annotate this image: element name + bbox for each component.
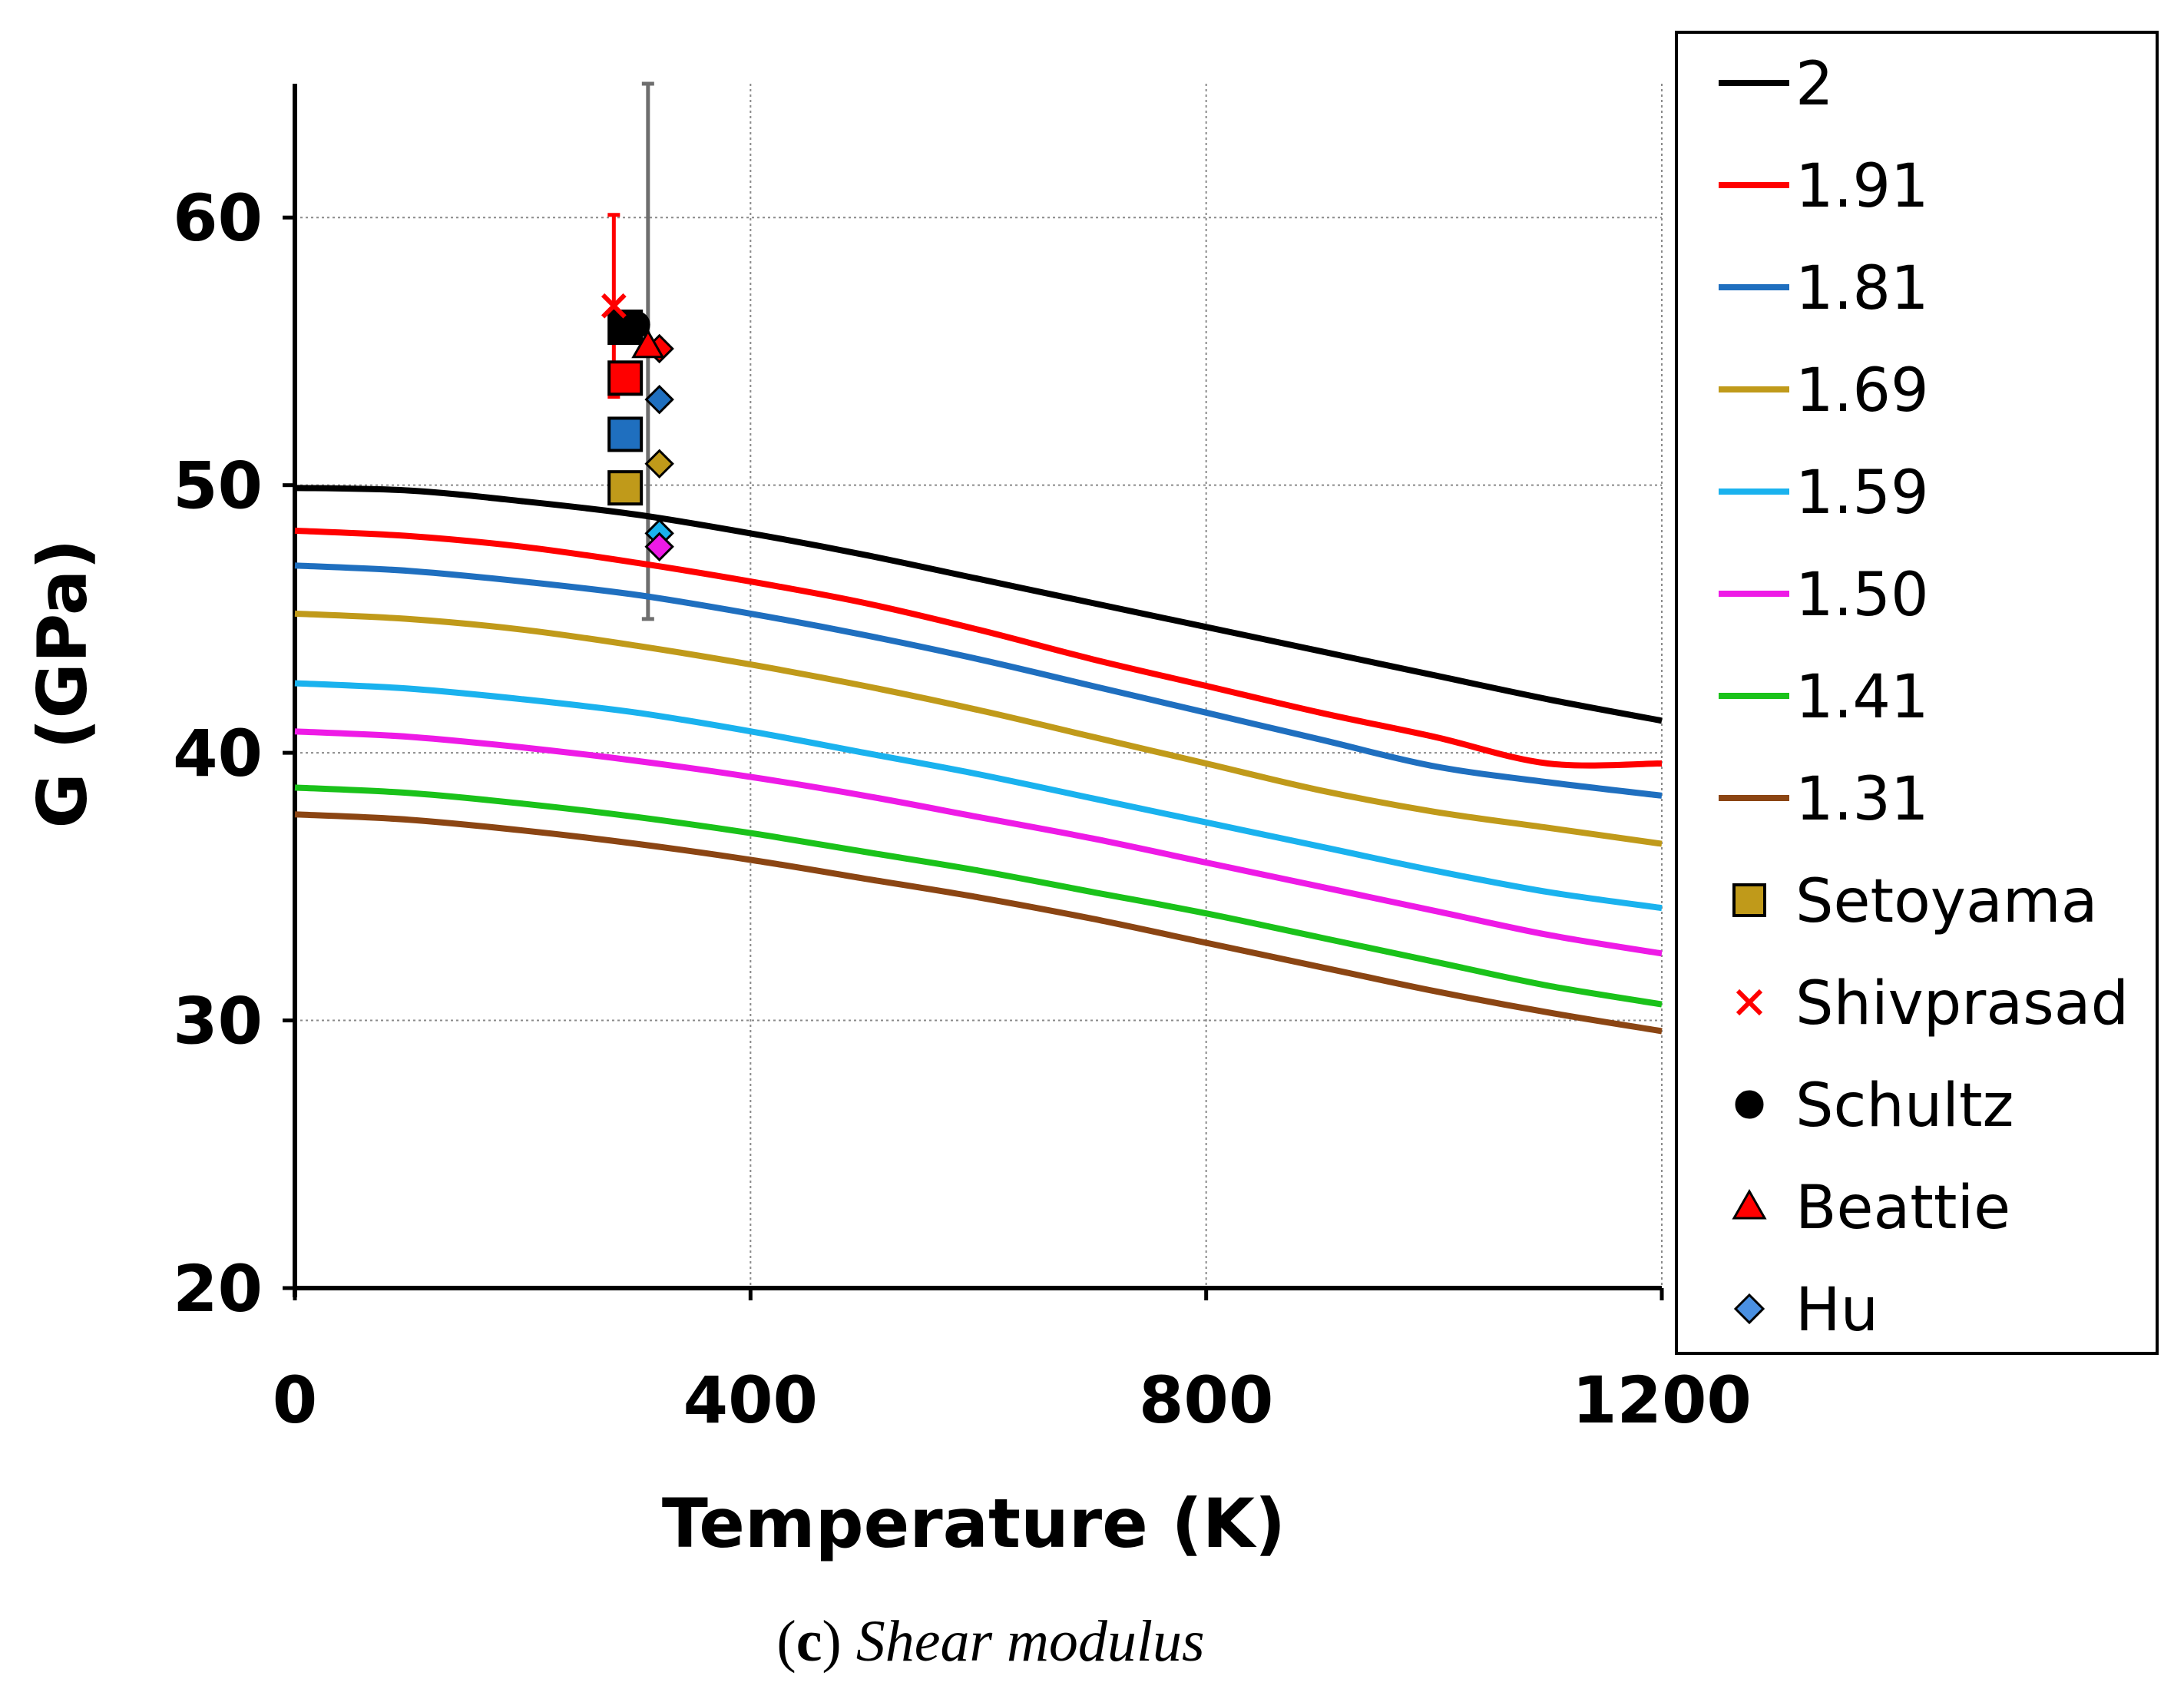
legend-label-1_41: 1.41: [1795, 663, 1929, 732]
series-line-1_59: [294, 680, 1663, 912]
marker-shivprasad-0: [601, 293, 627, 319]
series-lines: [294, 485, 1663, 1035]
series-line-1_41: [294, 784, 1663, 1008]
x-tick-label-800: 800: [1139, 1363, 1273, 1438]
axes: [283, 84, 1664, 1300]
legend: 2 1.91 1.81 1.69 1.59 1.50 1.41 1.31 Setoyama Shi…: [1675, 31, 2159, 1355]
legend-marker-setoyama: [1732, 883, 1766, 917]
legend-label-2: 2: [1795, 50, 1834, 119]
series-line-1_69: [294, 610, 1663, 847]
marker-setoyama-2: [607, 360, 644, 396]
y-tick-label-30: 30: [173, 984, 263, 1059]
y-axis-title: G (GPa): [23, 538, 102, 828]
marker-beattie-0: [631, 329, 665, 359]
legend-label-1_69: 1.69: [1795, 356, 1929, 426]
legend-label-shivprasad: Shivprasad: [1795, 969, 2129, 1038]
legend-label-beattie: Beattie: [1795, 1174, 2010, 1243]
legend-marker-shivprasad-stroke-b: [1736, 989, 1763, 1016]
legend-marker-shivprasad: [1736, 989, 1763, 1016]
legend-label-1_81: 1.81: [1795, 254, 1929, 323]
legend-label-hu: Hu: [1795, 1276, 1878, 1345]
y-tick-label-40: 40: [173, 716, 263, 791]
y-tick-label-20: 20: [173, 1251, 263, 1326]
tick-labels: 20 30 40 50 60 0 400 800 1200: [173, 180, 1752, 1438]
series-line-1_50: [294, 728, 1663, 957]
x-tick-label-0: 0: [273, 1363, 317, 1438]
y-tick-label-50: 50: [173, 449, 263, 524]
legend-marker-beattie: [1732, 1188, 1767, 1220]
data-markers: [601, 293, 674, 562]
marker-setoyama-0: [607, 470, 644, 506]
legend-marker-hu: [1733, 1293, 1765, 1325]
legend-label-1_50: 1.50: [1795, 561, 1929, 630]
series-line-2: [294, 485, 1663, 724]
legend-label-schultz: Schultz: [1795, 1071, 2014, 1141]
x-axis-title: Temperature (K): [662, 1484, 1286, 1563]
marker-shivprasad-0-stroke-b: [601, 293, 627, 319]
series-line-1_91: [294, 527, 1663, 769]
grid-lines: [295, 84, 1663, 1288]
legend-label-1_59: 1.59: [1795, 459, 1929, 528]
series-line-1_31: [294, 811, 1663, 1035]
caption-text: Shear modulus: [856, 1609, 1205, 1674]
y-tick-label-60: 60: [173, 180, 263, 256]
legend-marker-schultz: [1735, 1090, 1764, 1119]
marker-setoyama-1: [607, 416, 644, 452]
x-tick-label-400: 400: [683, 1363, 818, 1438]
marker-hu-1: [644, 384, 674, 415]
caption-letter: c: [796, 1609, 822, 1674]
marker-hu-4: [644, 532, 674, 562]
legend-label-1_31: 1.31: [1795, 765, 1929, 834]
figure-caption: (c) Shear modulus: [776, 1609, 1204, 1674]
x-tick-label-1200: 1200: [1572, 1363, 1752, 1438]
legend-label-setoyama: Setoyama: [1795, 867, 2098, 936]
legend-label-1_91: 1.91: [1795, 152, 1929, 221]
series-line-1_81: [294, 562, 1663, 799]
marker-schultz-0: [623, 310, 650, 339]
marker-hu-2: [644, 449, 674, 479]
